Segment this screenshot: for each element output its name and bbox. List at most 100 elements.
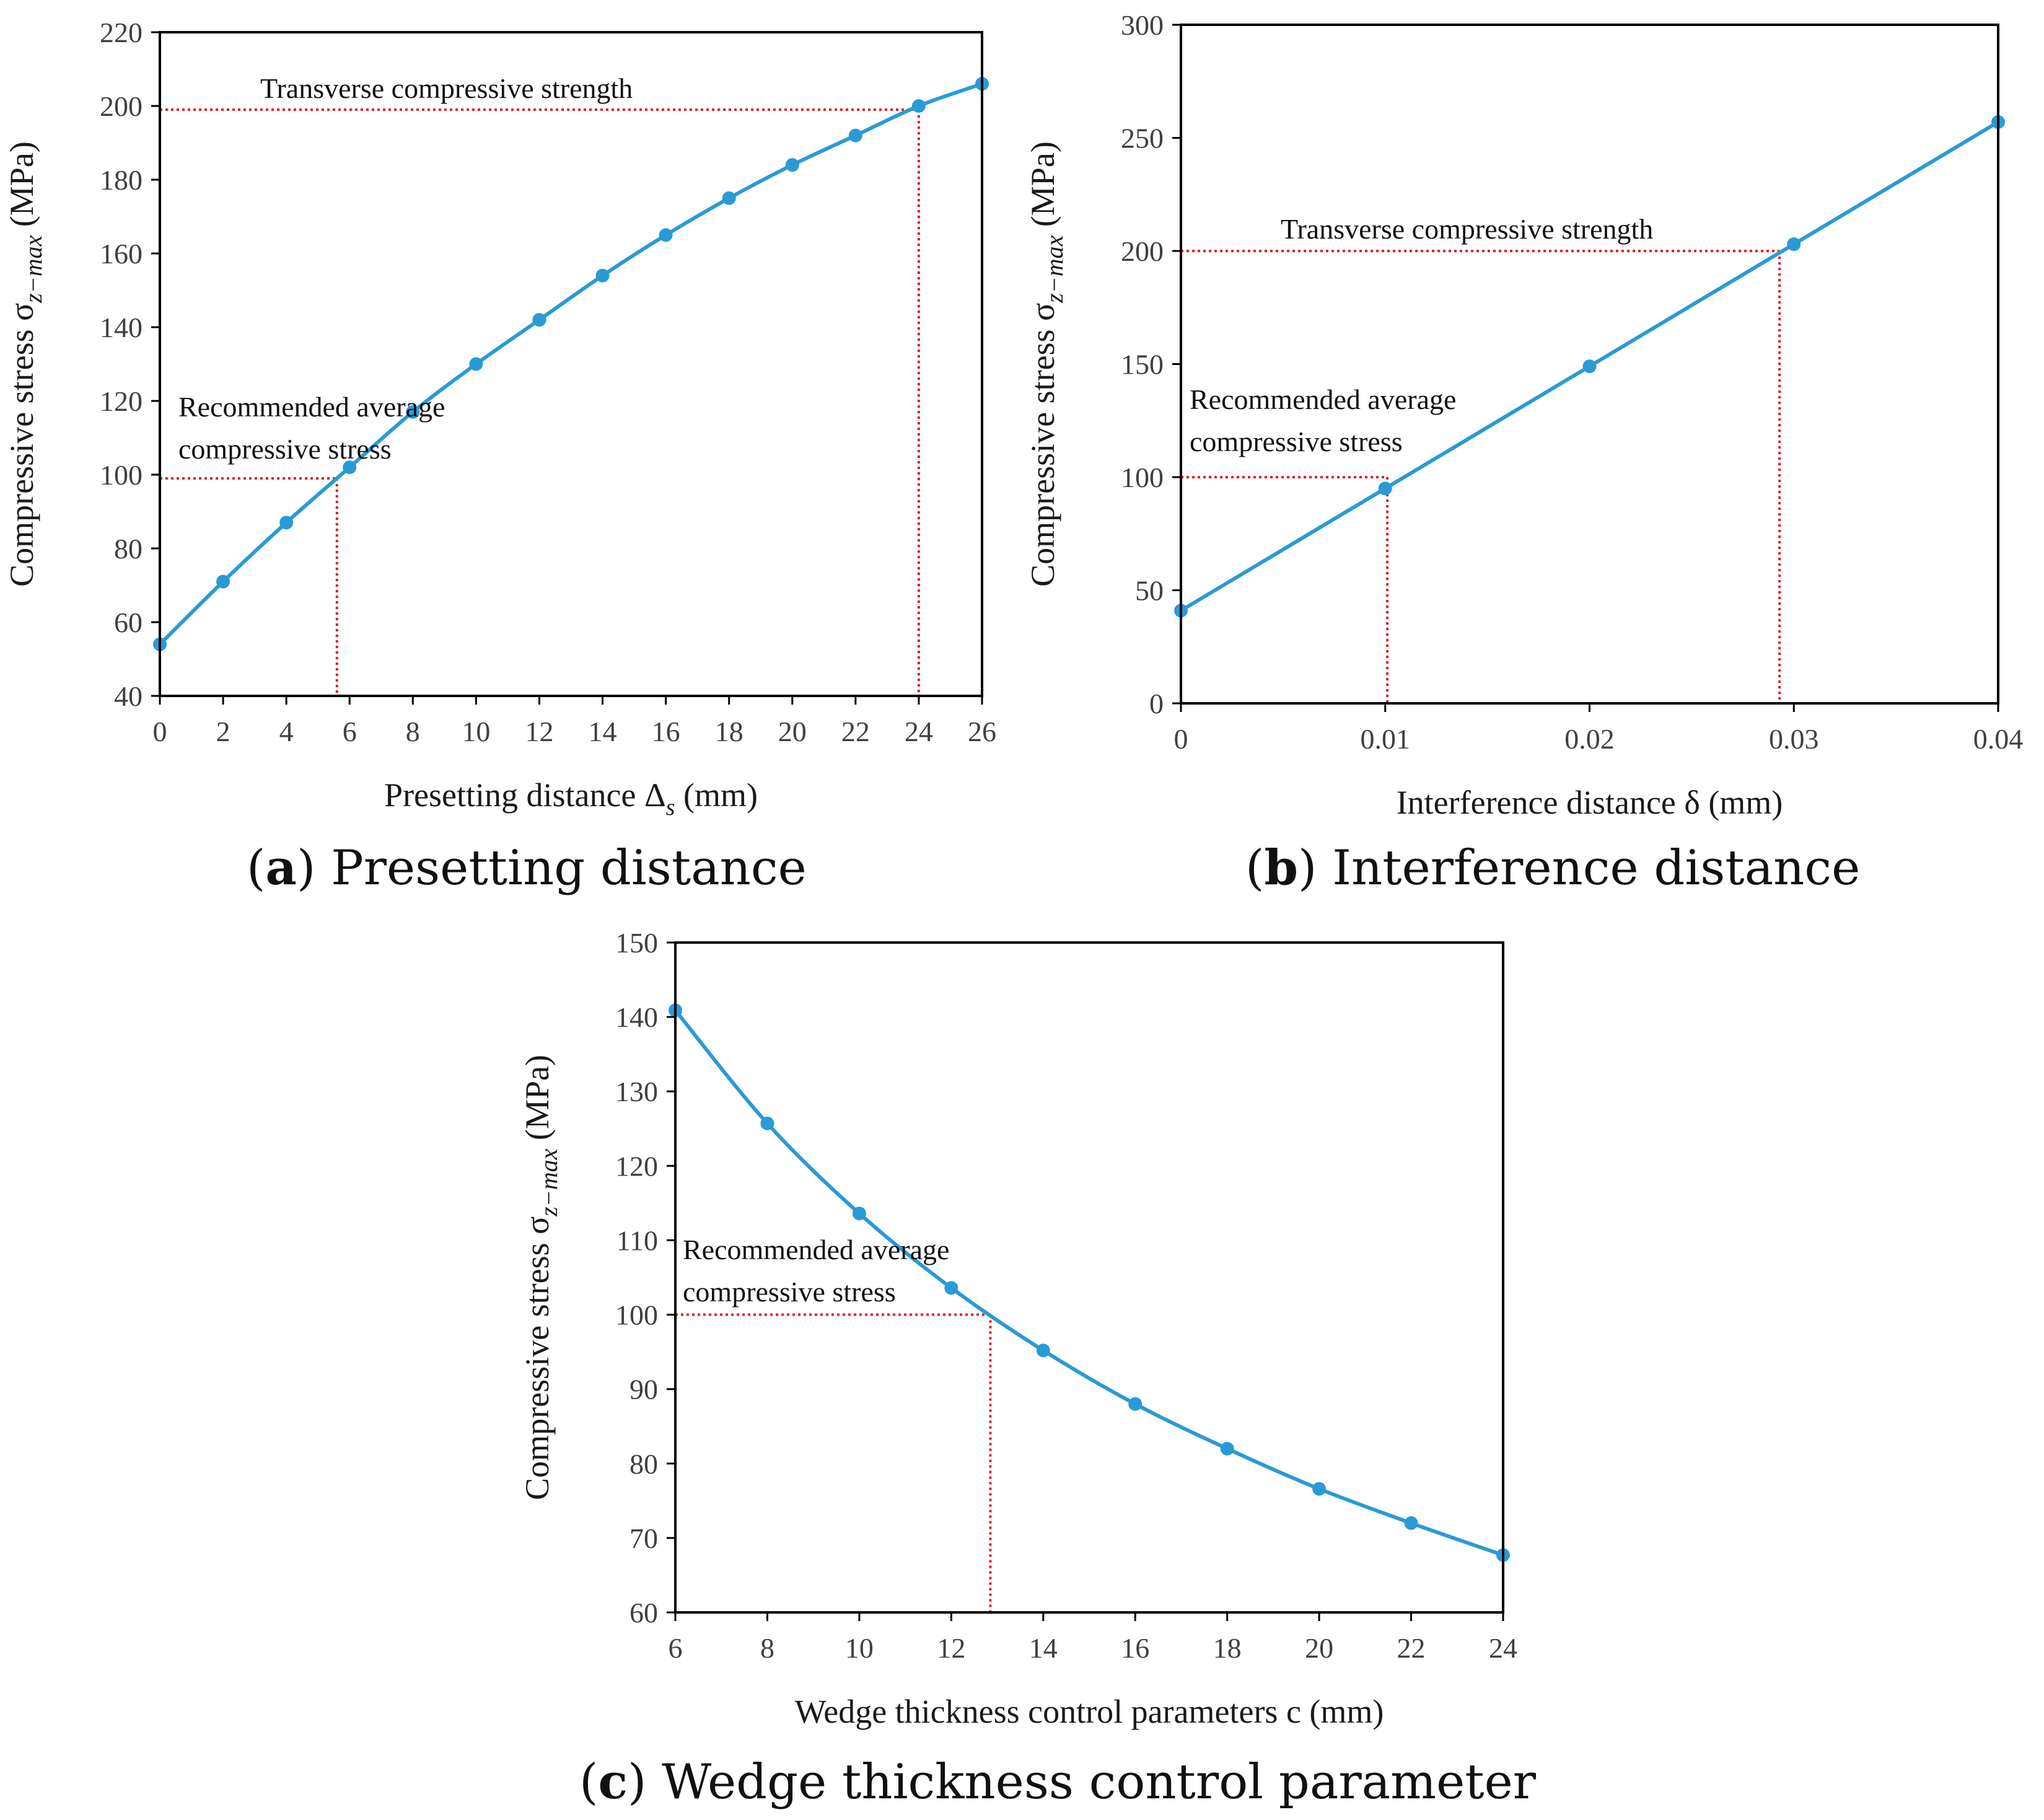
y-tick-label: 0 [1149,688,1164,719]
data-point [1378,481,1392,496]
x-tick-label: 0.02 [1564,723,1615,755]
chart-a: 0 2 4 6 8 10 12 14 16 18 20 22 24 2640608010012014016… [3,17,996,820]
y-axis-title-unit: (MPa) [1024,141,1061,235]
caption-a-text: Presetting distance [331,840,807,896]
y-tick-label: 70 [629,1523,658,1554]
y-tick-label: 250 [1121,123,1164,154]
caption-a-letter: a [265,840,297,896]
data-point [1128,1397,1143,1411]
x-tick-label: 0.01 [1361,723,1411,755]
annotation-text: Recommended average [1190,384,1456,415]
x-tick-label: 18 [715,716,743,747]
data-point [469,357,483,371]
data-point [343,460,357,475]
x-tick-label: 12 [937,1632,965,1664]
y-tick-label: 200 [100,90,143,122]
caption-a: (a) Presetting distance [247,840,807,896]
data-point [595,268,610,283]
y-tick-label: 60 [114,607,143,638]
data-point [216,574,230,589]
chart-c: 6 8 10 12 14 16 18 20 22 24 60 70 80 90 100 110 120 130 14… [519,927,1517,1730]
annotation-text: Recommended average [683,1234,949,1265]
x-tick-label: 2 [216,716,230,747]
x-axis-title-sub: s [666,794,675,820]
y-axis-title-unit: (MPa) [3,141,40,235]
data-point [760,1116,774,1130]
x-tick-label: 0 [153,716,167,747]
data-point [785,158,799,172]
data-point [848,128,862,143]
y-tick-label: 50 [1135,575,1164,607]
y-tick-label: 60 [629,1597,658,1629]
data-point [659,228,673,242]
y-axis-title-sub: z−max [19,235,47,303]
x-tick-label: 20 [1305,1632,1333,1664]
plot-frame [159,31,983,697]
x-axis-title: Interference distance δ (mm) [1397,784,1783,821]
y-axis-title: Compressive stress σz−max (MPa) [519,1055,563,1500]
data-point [722,191,736,205]
y-tick-label: 150 [1121,349,1164,380]
data-point [532,313,546,327]
x-tick-label: 6 [343,716,357,747]
x-tick-label: 0.04 [1973,723,2024,755]
y-tick-label: 110 [616,1224,658,1256]
x-tick-label: 8 [406,716,420,747]
x-tick-label: 14 [589,716,617,747]
data-point [852,1207,866,1221]
annotation-text: Transverse compressive strength [1281,213,1653,245]
y-tick-label: 40 [114,680,143,712]
caption-c-text: Wedge thickness control parameter [662,1754,1537,1810]
y-axis-title-sub: z−max [535,1148,563,1216]
caption-c: (c) Wedge thickness control parameter [579,1754,1537,1810]
data-point [911,99,926,113]
data-point [944,1281,958,1295]
x-tick-label: 16 [652,716,680,747]
x-tick-label: 22 [841,716,870,747]
caption-c-letter: c [598,1754,628,1810]
data-point [406,405,420,419]
y-tick-label: 90 [629,1374,658,1405]
x-tick-label: 0 [1174,723,1188,755]
y-tick-label: 200 [1121,235,1164,267]
x-tick-label: 16 [1121,1632,1149,1664]
x-tick-label: 20 [778,716,807,747]
x-tick-label: 26 [968,716,996,747]
y-tick-label: 180 [100,164,143,196]
data-point [1036,1343,1050,1358]
y-tick-label: 100 [100,459,143,491]
data-point [1312,1482,1327,1496]
annotation-text: compressive stress [178,433,392,465]
series-line [158,82,983,646]
y-tick-label: 120 [100,385,143,417]
y-tick-label: 150 [615,927,658,959]
x-axis-title-main: Interference distance δ [1397,784,1700,821]
y-tick-label: 220 [100,17,143,48]
plot-frame [674,941,1504,1614]
annotation-text: compressive stress [1190,426,1403,457]
x-tick-label: 18 [1213,1632,1242,1664]
y-tick-label: 80 [114,533,143,565]
x-axis-title-main: Wedge thickness control parameters c [795,1693,1301,1730]
x-tick-label: 10 [845,1632,874,1664]
x-tick-label: 0.03 [1769,723,1819,755]
y-tick-label: 80 [629,1448,658,1480]
x-axis-title: Wedge thickness control parameters c (mm… [795,1693,1384,1730]
annotation-text: compressive stress [683,1276,896,1308]
caption-b-letter: b [1264,840,1298,896]
annotation-text: Transverse compressive strength [260,73,633,104]
y-tick-label: 120 [615,1150,658,1182]
y-tick-label: 100 [615,1299,658,1331]
data-point [1582,359,1597,374]
y-axis-title: Compressive stress σz−max (MPa) [3,141,47,587]
data-point [1220,1441,1234,1456]
x-tick-label: 24 [905,716,933,747]
x-tick-label: 4 [279,716,294,747]
x-tick-label: 14 [1029,1632,1058,1664]
x-tick-label: 24 [1489,1632,1517,1664]
x-axis-title-main: Presetting distance Δ [384,776,666,814]
data-point [279,516,294,530]
series-line [673,1009,1504,1557]
y-tick-label: 160 [100,238,143,270]
y-tick-label: 300 [1121,9,1164,41]
